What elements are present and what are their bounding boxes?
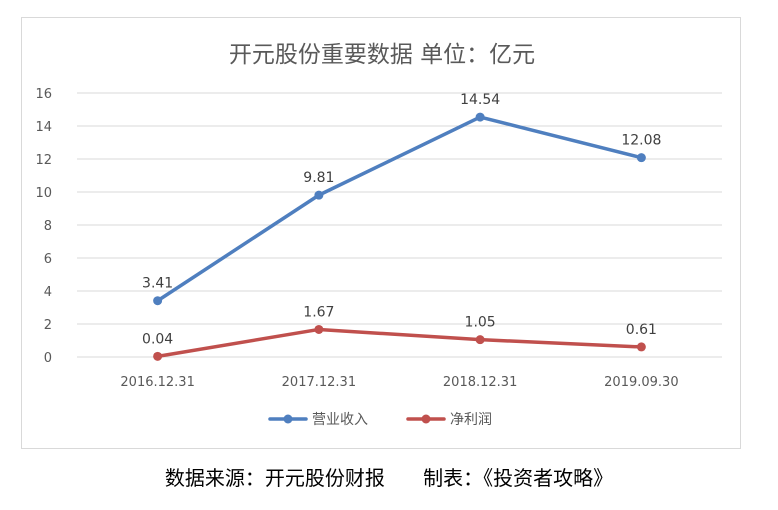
series-line xyxy=(155,115,644,303)
data-labels: 3.41 9.81 14.54 12.08 0.04 1.67 1.05 0.61 xyxy=(142,92,661,347)
data-point xyxy=(153,296,163,306)
x-tick-label: 2017.12.31 xyxy=(282,375,356,390)
x-tick-label: 2019.09.30 xyxy=(604,375,678,390)
y-tick-label: 8 xyxy=(44,219,52,234)
data-point xyxy=(475,335,485,345)
y-tick-label: 0 xyxy=(44,351,52,366)
data-point xyxy=(153,351,163,361)
gridlines xyxy=(77,92,722,358)
data-label: 0.04 xyxy=(142,331,173,347)
legend-label: 营业收入 xyxy=(312,412,368,428)
data-label: 14.54 xyxy=(460,92,500,108)
data-point xyxy=(475,112,485,122)
y-tick-label: 6 xyxy=(44,252,52,267)
data-label: 12.08 xyxy=(621,133,661,149)
legend-label: 净利润 xyxy=(450,412,492,428)
y-tick-label: 16 xyxy=(35,87,52,102)
data-label: 1.05 xyxy=(465,315,496,331)
legend-marker xyxy=(283,414,293,424)
x-tick-label: 2018.12.31 xyxy=(443,375,517,390)
y-tick-label: 4 xyxy=(44,285,52,300)
series-lines xyxy=(153,112,646,361)
data-point xyxy=(636,153,646,163)
data-point xyxy=(636,342,646,352)
source-caption: 数据来源：开元股份财报 制表：《投资者攻略》 xyxy=(164,466,614,490)
data-label: 9.81 xyxy=(303,170,334,186)
y-tick-label: 2 xyxy=(44,318,52,333)
data-point xyxy=(314,324,324,334)
series-line xyxy=(155,327,644,359)
y-tick-label: 14 xyxy=(35,120,52,135)
x-axis-ticks: 2016.12.31 2017.12.31 2018.12.31 2019.09.30 xyxy=(120,375,678,390)
legend: 营业收入 净利润 xyxy=(268,412,492,428)
data-point xyxy=(314,190,324,200)
y-tick-label: 12 xyxy=(35,153,52,168)
y-tick-label: 10 xyxy=(35,186,52,201)
chart-title: 开元股份重要数据 单位：亿元 xyxy=(229,42,535,68)
data-label: 0.61 xyxy=(626,322,657,338)
y-axis-ticks: 0 2 4 6 8 10 12 14 16 xyxy=(35,87,52,366)
data-label: 3.41 xyxy=(142,276,173,292)
data-label: 1.67 xyxy=(303,304,334,320)
legend-marker xyxy=(421,414,431,424)
x-tick-label: 2016.12.31 xyxy=(120,375,194,390)
chart-container: 开元股份重要数据 单位：亿元 0 2 4 6 8 10 12 14 16 2016.12.31 2… xyxy=(21,17,741,449)
